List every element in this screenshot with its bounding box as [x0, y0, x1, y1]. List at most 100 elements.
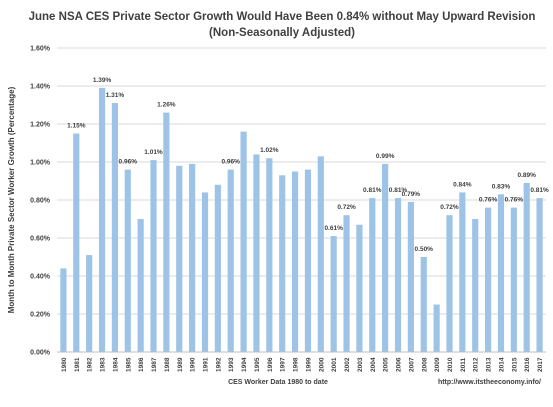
x-tick-label: 1984 [112, 357, 119, 372]
bar [317, 156, 324, 352]
bar [394, 198, 402, 352]
bar [407, 201, 414, 352]
bar [189, 163, 196, 352]
x-tick-label: 1991 [202, 357, 209, 372]
x-tick-label: 2017 [537, 357, 544, 372]
x-tick-label: 2008 [421, 357, 428, 372]
data-label: 0.83% [492, 183, 511, 190]
bar [304, 169, 312, 352]
data-labels: 1.15% 1.39% 1.31% 0.96% 1.01% 1.26% 0.96% 1.02%… [67, 77, 549, 253]
x-tick-label: 2006 [396, 357, 403, 372]
x-tick-label: 2001 [331, 357, 338, 372]
bar [227, 169, 234, 352]
y-tick-label: 0.40% [30, 274, 51, 281]
bar [266, 158, 273, 352]
data-label: 0.79% [402, 191, 421, 198]
y-tick-label: 1.60% [30, 46, 51, 53]
x-tick-label: 2002 [344, 357, 351, 372]
data-label: 0.76% [479, 197, 498, 204]
bar [510, 207, 517, 352]
y-tick-label: 0.60% [30, 236, 51, 243]
bar [98, 87, 106, 353]
y-tick-label: 0.20% [30, 312, 51, 319]
x-tick-label: 1996 [267, 357, 274, 372]
bar [343, 215, 350, 352]
x-tick-label: 2000 [318, 357, 325, 372]
y-tick-label: 0.00% [30, 350, 51, 357]
bar [536, 198, 543, 352]
y-tick-label: 1.40% [30, 84, 51, 91]
data-label: 0.81% [530, 187, 549, 194]
x-tick-label: 1999 [305, 357, 312, 372]
bar [73, 133, 80, 352]
x-tick-label: 2011 [460, 358, 467, 372]
data-label: 1.02% [260, 147, 279, 154]
x-tick-label: 2005 [383, 357, 390, 372]
x-tick-label: 2014 [498, 357, 505, 372]
data-label: 0.99% [376, 153, 395, 160]
x-tick-label: 1985 [125, 357, 132, 372]
data-label: 0.50% [415, 246, 434, 253]
bar [240, 131, 247, 352]
x-tick-label: 1986 [138, 357, 145, 372]
y-axis-ticks: 0.00% 0.20% 0.40% 0.60% 0.80% 1.00% 1.20% 1.40%… [30, 46, 51, 357]
bar [60, 268, 67, 352]
x-tick-label: 1981 [74, 357, 81, 372]
x-tick-label: 2009 [434, 357, 441, 372]
bar [86, 255, 93, 352]
bar [382, 163, 389, 352]
x-tick-label: 1997 [280, 357, 287, 372]
bar [497, 194, 505, 352]
bar [330, 236, 337, 352]
chart-title: June NSA CES Private Sector Growth Would… [29, 11, 536, 23]
data-label: 0.72% [440, 204, 459, 211]
bar [150, 160, 157, 352]
bar [356, 224, 363, 352]
source-url: http://www.itstheeconomy.info/ [438, 379, 541, 386]
x-tick-label: 1988 [164, 357, 171, 372]
data-label: 1.39% [93, 77, 112, 84]
x-axis-ticks: 1980 1981 1982 1983 1984 1985 1986 1987 1988 1989… [61, 357, 544, 372]
x-tick-label: 2010 [447, 357, 454, 372]
data-label: 0.81% [389, 187, 408, 194]
y-tick-label: 1.20% [30, 122, 51, 129]
bar [176, 165, 183, 352]
bar [163, 112, 170, 352]
x-tick-label: 2007 [408, 357, 415, 372]
bar [201, 192, 209, 352]
bar [459, 192, 466, 352]
y-axis-label: Month to Month Private Sector Worker Gro… [7, 86, 16, 313]
bar [433, 304, 440, 352]
x-tick-label: 1983 [100, 357, 107, 372]
x-tick-label: 2013 [486, 357, 493, 372]
bar [485, 207, 492, 352]
x-tick-label: 1994 [241, 357, 248, 372]
data-label: 0.96% [119, 159, 138, 166]
data-label: 0.89% [517, 172, 536, 179]
x-tick-label: 1980 [61, 357, 68, 372]
x-tick-label: 2004 [370, 357, 377, 372]
x-tick-label: 2012 [473, 357, 480, 372]
data-label: 1.01% [144, 149, 163, 156]
data-label: 0.96% [222, 159, 241, 166]
bars [60, 87, 543, 353]
x-tick-label: 2016 [524, 357, 531, 372]
data-label: 0.61% [324, 225, 343, 232]
chart-subtitle: (Non-Seasonally Adjusted) [209, 27, 355, 39]
x-tick-label: 1995 [254, 357, 261, 372]
bar [420, 257, 427, 352]
data-label: 1.31% [106, 92, 125, 99]
bar [446, 215, 453, 352]
bar [523, 182, 530, 352]
y-tick-label: 1.00% [30, 160, 51, 167]
bar [253, 154, 260, 352]
bar [472, 219, 479, 352]
x-tick-label: 2003 [357, 357, 364, 372]
bar [137, 219, 144, 352]
y-tick-label: 0.80% [30, 198, 51, 205]
bar [214, 184, 221, 352]
bar [369, 198, 376, 352]
data-label: 0.72% [337, 204, 356, 211]
